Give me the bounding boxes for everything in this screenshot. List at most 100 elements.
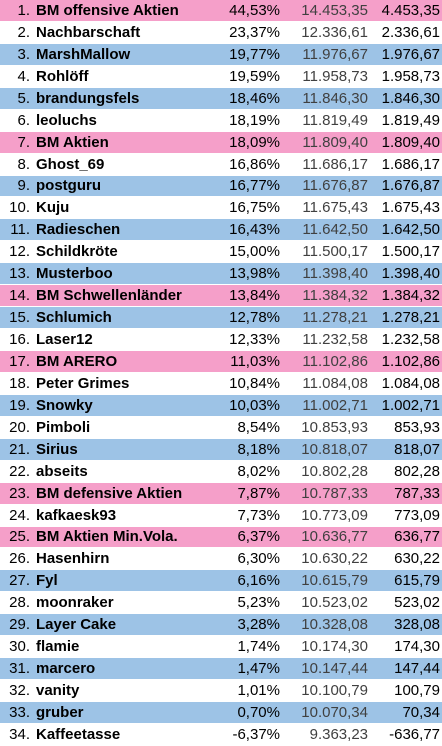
percent-change: 18,46% xyxy=(220,87,282,110)
table-row: 15. Schlumich 12,78% 11.278,21 1.278,21 xyxy=(0,306,442,330)
rank-cell: 6. xyxy=(0,109,34,132)
percent-change: 13,98% xyxy=(220,262,282,286)
rank-cell: 9. xyxy=(0,175,34,198)
percent-change: 7,87% xyxy=(220,482,282,505)
table-row: 21. Sirius 8,18% 10.818,07 818,07 xyxy=(0,438,442,461)
portfolio-value: 10.636,77 xyxy=(282,526,370,549)
percent-change: 1,01% xyxy=(220,679,282,702)
participant-name: Kaffeetasse xyxy=(34,723,220,746)
portfolio-value: 10.773,09 xyxy=(282,504,370,527)
percent-change: 0,70% xyxy=(220,701,282,724)
percent-change: 12,78% xyxy=(220,306,282,330)
gain-amount: -636,77 xyxy=(370,723,442,746)
gain-amount: 1.232,58 xyxy=(370,328,442,351)
rank-cell: 5. xyxy=(0,87,34,110)
portfolio-value: 10.630,22 xyxy=(282,547,370,571)
portfolio-value: 10.523,02 xyxy=(282,591,370,615)
gain-amount: 636,77 xyxy=(370,526,442,549)
rank-cell: 27. xyxy=(0,569,34,593)
rank-cell: 20. xyxy=(0,416,34,439)
table-row: 9. postguru 16,77% 11.676,87 1.676,87 xyxy=(0,175,442,198)
portfolio-value: 10.070,34 xyxy=(282,701,370,724)
table-row: 14. BM Schwellenländer 13,84% 11.384,32 1.38… xyxy=(0,284,442,308)
participant-name: moonraker xyxy=(34,591,220,615)
portfolio-value: 11.002,71 xyxy=(282,394,370,417)
percent-change: 16,43% xyxy=(220,218,282,242)
gain-amount: 70,34 xyxy=(370,701,442,724)
portfolio-value: 11.819,49 xyxy=(282,109,370,132)
table-row: 16. Laser12 12,33% 11.232,58 1.232,58 xyxy=(0,328,442,351)
portfolio-value: 10.787,33 xyxy=(282,482,370,505)
table-row: 32. vanity 1,01% 10.100,79 100,79 xyxy=(0,679,442,702)
gain-amount: 615,79 xyxy=(370,569,442,593)
gain-amount: 1.500,17 xyxy=(370,240,442,264)
portfolio-value: 11.084,08 xyxy=(282,372,370,395)
participant-name: Kuju xyxy=(34,196,220,220)
participant-name: MarshMallow xyxy=(34,43,220,66)
percent-change: 44,53% xyxy=(220,0,282,22)
table-row: 12. Schildkröte 15,00% 11.500,17 1.500,17 xyxy=(0,240,442,264)
gain-amount: 1.102,86 xyxy=(370,350,442,373)
portfolio-value: 11.846,30 xyxy=(282,87,370,110)
rank-cell: 23. xyxy=(0,482,34,505)
gain-amount: 1.278,21 xyxy=(370,306,442,330)
rank-cell: 2. xyxy=(0,21,34,44)
gain-amount: 1.846,30 xyxy=(370,87,442,110)
participant-name: BM defensive Aktien xyxy=(34,482,220,505)
portfolio-value: 11.958,73 xyxy=(282,65,370,88)
percent-change: 23,37% xyxy=(220,21,282,44)
portfolio-value: 11.686,17 xyxy=(282,153,370,176)
portfolio-value: 11.384,32 xyxy=(282,284,370,308)
table-row: 31. marcero 1,47% 10.147,44 147,44 xyxy=(0,657,442,681)
percent-change: 3,28% xyxy=(220,613,282,637)
gain-amount: 853,93 xyxy=(370,416,442,439)
rank-cell: 3. xyxy=(0,43,34,66)
portfolio-value: 11.232,58 xyxy=(282,328,370,351)
rank-cell: 29. xyxy=(0,613,34,637)
percent-change: 15,00% xyxy=(220,240,282,264)
participant-name: kafkaesk93 xyxy=(34,504,220,527)
participant-name: Radieschen xyxy=(34,218,220,242)
gain-amount: 1.675,43 xyxy=(370,196,442,220)
gain-amount: 147,44 xyxy=(370,657,442,681)
portfolio-value: 11.642,50 xyxy=(282,218,370,242)
table-row: 30. flamie 1,74% 10.174,30 174,30 xyxy=(0,635,442,659)
portfolio-value: 9.363,23 xyxy=(282,723,370,746)
percent-change: 11,03% xyxy=(220,350,282,373)
table-row: 2. Nachbarschaft 23,37% 12.336,61 2.336,61 xyxy=(0,21,442,44)
participant-name: brandungsfels xyxy=(34,87,220,110)
rank-cell: 31. xyxy=(0,657,34,681)
percent-change: 6,30% xyxy=(220,547,282,571)
table-row: 1. BM offensive Aktien 44,53% 14.453,35 4.45… xyxy=(0,0,442,22)
table-row: 7. BM Aktien 18,09% 11.809,40 1.809,40 xyxy=(0,131,442,154)
participant-name: Rohlöff xyxy=(34,65,220,88)
gain-amount: 1.002,71 xyxy=(370,394,442,417)
gain-amount: 1.958,73 xyxy=(370,65,442,88)
percent-change: 8,18% xyxy=(220,438,282,461)
rank-cell: 17. xyxy=(0,350,34,373)
table-row: 4. Rohlöff 19,59% 11.958,73 1.958,73 xyxy=(0,65,442,88)
table-row: 26. Hasenhirn 6,30% 10.630,22 630,22 xyxy=(0,547,442,571)
participant-name: flamie xyxy=(34,635,220,659)
percent-change: 8,54% xyxy=(220,416,282,439)
portfolio-value: 11.676,87 xyxy=(282,175,370,198)
participant-name: Schildkröte xyxy=(34,240,220,264)
participant-name: Snowky xyxy=(34,394,220,417)
rank-cell: 22. xyxy=(0,460,34,483)
gain-amount: 100,79 xyxy=(370,679,442,702)
table-row: 13. Musterboo 13,98% 11.398,40 1.398,40 xyxy=(0,262,442,286)
rank-cell: 24. xyxy=(0,504,34,527)
rank-cell: 11. xyxy=(0,218,34,242)
participant-name: Sirius xyxy=(34,438,220,461)
portfolio-value: 11.675,43 xyxy=(282,196,370,220)
portfolio-value: 11.278,21 xyxy=(282,306,370,330)
table-row: 3. MarshMallow 19,77% 11.976,67 1.976,67 xyxy=(0,43,442,66)
participant-name: BM Schwellenländer xyxy=(34,284,220,308)
participant-name: Fyl xyxy=(34,569,220,593)
rank-cell: 32. xyxy=(0,679,34,702)
table-row: 19. Snowky 10,03% 11.002,71 1.002,71 xyxy=(0,394,442,417)
gain-amount: 2.336,61 xyxy=(370,21,442,44)
percent-change: 10,03% xyxy=(220,394,282,417)
participant-name: BM Aktien Min.Vola. xyxy=(34,526,220,549)
percent-change: 16,86% xyxy=(220,153,282,176)
